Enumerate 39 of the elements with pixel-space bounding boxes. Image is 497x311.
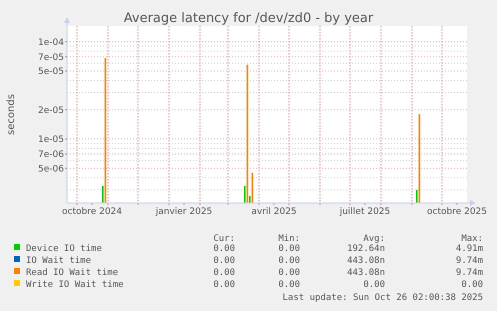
x-tick-label: juillet 2025 <box>338 207 390 217</box>
text: 443.08n <box>347 268 385 278</box>
legend-label: IO Wait time <box>26 256 92 266</box>
legend-label: Write IO Wait time <box>26 280 124 290</box>
text: Max: <box>461 234 483 244</box>
text: 0.00 <box>363 280 385 290</box>
legend-label: Read IO Wait time <box>26 268 118 278</box>
x-tick-label: octobre 2025 <box>426 207 488 217</box>
text: Cur: <box>213 234 235 244</box>
y-tick-label: 7e-05 <box>38 52 64 63</box>
text: 0.00 <box>213 280 235 290</box>
chart-title: Average latency for /dev/zd0 - by year <box>124 11 374 26</box>
text: 0.00 <box>278 244 300 254</box>
y-tick-label: 1e-04 <box>38 38 64 48</box>
y-axis-title: seconds <box>6 94 17 135</box>
x-tick-label: avril 2025 <box>251 207 297 217</box>
text: 443.08n <box>347 256 385 266</box>
x-tick-label: janvier 2025 <box>154 207 212 217</box>
text: 9.74m <box>456 256 483 266</box>
text: 4.91m <box>456 244 483 254</box>
text: 192.64n <box>347 244 385 254</box>
y-tick-label: 1e-05 <box>38 135 64 146</box>
text: Min: <box>278 234 300 244</box>
text: 0.00 <box>278 280 300 290</box>
y-tick-label: 5e-05 <box>38 67 64 78</box>
x-tick-label: octobre 2024 <box>62 207 122 217</box>
text: 0.00 <box>213 268 235 278</box>
text: Avg: <box>363 234 385 244</box>
y-tick-label: 7e-06 <box>38 150 64 160</box>
y-tick-label: 2e-05 <box>38 106 64 116</box>
legend-label: Device IO time <box>26 244 102 254</box>
text: 0.00 <box>461 280 483 290</box>
text: 9.74m <box>456 268 483 278</box>
text: Last update: Sun Oct 26 02:00:38 2025 <box>282 293 483 303</box>
text: 0.00 <box>278 268 300 278</box>
text: 0.00 <box>213 256 235 266</box>
text: 0.00 <box>213 244 235 254</box>
y-tick-label: 5e-06 <box>38 164 64 174</box>
text: 0.00 <box>278 256 300 266</box>
